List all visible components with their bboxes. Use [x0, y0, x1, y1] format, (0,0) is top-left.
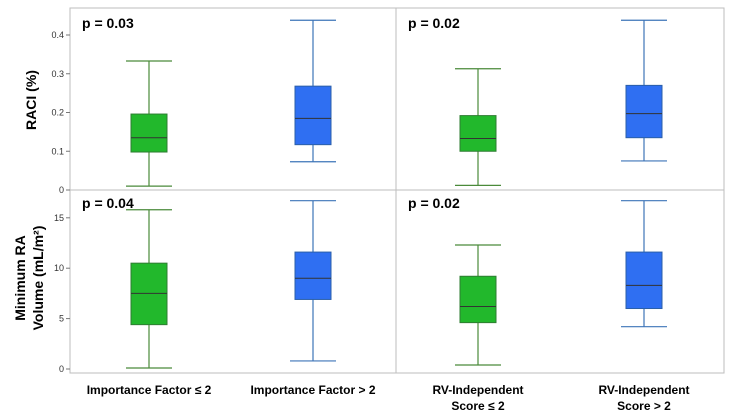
- x-category-label-line: RV-Independent: [432, 383, 523, 397]
- panel4-high-box: [625, 251, 663, 310]
- panel1-high-box: [294, 85, 332, 146]
- p-value-annotation-1: p = 0.03: [82, 15, 134, 31]
- panel2-low-box: [459, 115, 497, 152]
- x-category-label-2: Importance Factor > 2: [250, 383, 375, 397]
- panel3-high-box: [294, 251, 332, 300]
- x-category-label-line: Score > 2: [617, 399, 671, 413]
- x-category-label-line: Score ≤ 2: [451, 399, 505, 413]
- panel3-low-box: [130, 262, 168, 326]
- y-tick-label: 0.1: [51, 146, 64, 156]
- panel2-high-box: [625, 84, 663, 139]
- y-axis-label-bottom: Minimum RA Volume (mL/m²): [12, 226, 46, 331]
- y-tick-label: 0: [59, 364, 64, 374]
- x-category-label-line: Importance Factor > 2: [250, 383, 375, 397]
- panels-layer: [66, 7, 725, 374]
- y-tick-label: 0: [59, 185, 64, 195]
- text-layer: 0 0.1 0.2 0.3 0.4 0 5 10 15 p = 0.03 p = 0.02 p = 0…: [12, 15, 690, 413]
- y-tick-label: 15: [54, 213, 64, 223]
- panel-bottom-right-frame: [395, 189, 725, 374]
- p-value-annotation-2: p = 0.02: [408, 15, 460, 31]
- x-category-label-line: RV-Independent: [598, 383, 689, 397]
- y-axis-label-top-line: RACI (%): [23, 70, 39, 130]
- y-tick-label: 10: [54, 263, 64, 273]
- x-category-label-1: Importance Factor ≤ 2: [87, 383, 212, 397]
- marks-layer: [126, 19, 667, 369]
- y-axis-label-bottom-line: Minimum RA: [12, 235, 28, 321]
- panel4-low-box: [459, 275, 497, 324]
- y-tick-label: 0.3: [51, 69, 64, 79]
- y-axis-label-top: RACI (%): [23, 70, 39, 130]
- y-tick-label: 5: [59, 314, 64, 324]
- panel-top-left-frame: [69, 7, 397, 191]
- panel1-low-box: [130, 113, 168, 153]
- y-tick-label: 0.4: [51, 30, 64, 40]
- y-tick-label: 0.2: [51, 108, 64, 118]
- panel-top-right-frame: [395, 7, 725, 191]
- p-value-annotation-4: p = 0.02: [408, 195, 460, 211]
- x-category-label-line: Importance Factor ≤ 2: [87, 383, 212, 397]
- panel-bottom-left-frame: [69, 189, 397, 374]
- y-axis-label-bottom-line: Volume (mL/m²): [30, 226, 46, 331]
- p-value-annotation-3: p = 0.04: [82, 195, 134, 211]
- x-category-label-3: RV-Independent Score ≤ 2: [432, 383, 523, 413]
- x-category-label-4: RV-Independent Score > 2: [598, 383, 689, 413]
